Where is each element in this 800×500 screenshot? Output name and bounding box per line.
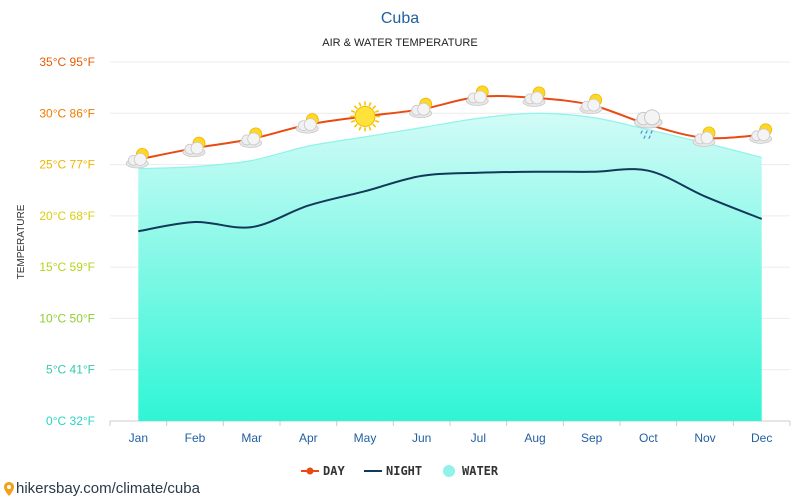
y-tick-label: 35°C 95°F — [39, 55, 95, 69]
x-tick-label: Oct — [639, 431, 658, 445]
x-tick-label: May — [354, 431, 377, 445]
y-tick-label: 10°C 50°F — [39, 311, 95, 325]
legend-day-marker — [306, 467, 314, 475]
partly-cloudy-icon — [749, 123, 773, 144]
y-tick-label: 25°C 77°F — [39, 158, 95, 172]
partly-cloudy-icon — [239, 127, 263, 148]
legend-item-night[interactable]: NIGHT — [364, 464, 422, 478]
x-tick-label: Aug — [524, 431, 545, 445]
x-tick-label: Jul — [471, 431, 486, 445]
partly-cloudy-icon — [522, 86, 546, 107]
x-tick-label: Mar — [241, 431, 262, 445]
source-link[interactable]: hikersbay.com/climate/cuba — [4, 480, 200, 497]
water-line — [138, 112, 762, 170]
partly-cloudy-icon — [579, 93, 603, 114]
x-tick-label: Feb — [185, 431, 206, 445]
partly-cloudy-icon — [182, 136, 206, 158]
x-tick-label: Jun — [412, 431, 431, 445]
rain-cloud-icon — [634, 109, 663, 139]
source-text: hikersbay.com/climate/cuba — [16, 480, 200, 497]
location-pin-icon — [4, 481, 14, 496]
y-tick-label: 5°C 41°F — [46, 363, 95, 377]
chart-subtitle: AIR & WATER TEMPERATURE — [322, 37, 477, 49]
partly-cloudy-icon — [125, 147, 149, 169]
night-series — [138, 168, 763, 233]
y-axis: 0°C 32°F 5°C 41°F 10°C 50°F 15°C 59°F 20°C 6… — [39, 55, 95, 428]
x-axis: Jan Feb Mar Apr May Jun Jul Aug Sep Oct Nov Dec — [109, 421, 791, 445]
x-tick-label: Sep — [581, 431, 603, 445]
chart-title: Cuba — [381, 10, 419, 27]
y-tick-label: 15°C 59°F — [39, 260, 95, 274]
legend: DAY NIGHT WATER — [301, 464, 499, 478]
sun-icon — [350, 101, 380, 132]
partly-cloudy-icon — [409, 97, 433, 119]
y-tick-label: 20°C 68°F — [39, 209, 95, 223]
x-tick-label: Nov — [694, 431, 715, 445]
legend-day-label: DAY — [323, 464, 345, 478]
night-line — [138, 168, 763, 233]
water-series — [138, 112, 762, 422]
legend-item-water[interactable]: WATER — [443, 464, 499, 478]
y-axis-label: TEMPERATURE — [16, 204, 27, 279]
y-tick-label: 0°C 32°F — [46, 414, 95, 428]
partly-cloudy-icon — [465, 85, 489, 106]
partly-cloudy-icon — [295, 113, 319, 134]
legend-item-day[interactable]: DAY — [301, 464, 345, 478]
x-tick-label: Apr — [299, 431, 318, 445]
x-tick-label: Dec — [751, 431, 772, 445]
partly-cloudy-icon — [692, 126, 716, 147]
legend-night-label: NIGHT — [386, 464, 422, 478]
weather-icons — [125, 85, 773, 169]
legend-water-label: WATER — [462, 464, 499, 478]
water-area — [138, 113, 762, 422]
legend-water-marker — [443, 465, 455, 477]
y-tick-label: 30°C 86°F — [39, 106, 95, 120]
x-tick-label: Jan — [129, 431, 148, 445]
